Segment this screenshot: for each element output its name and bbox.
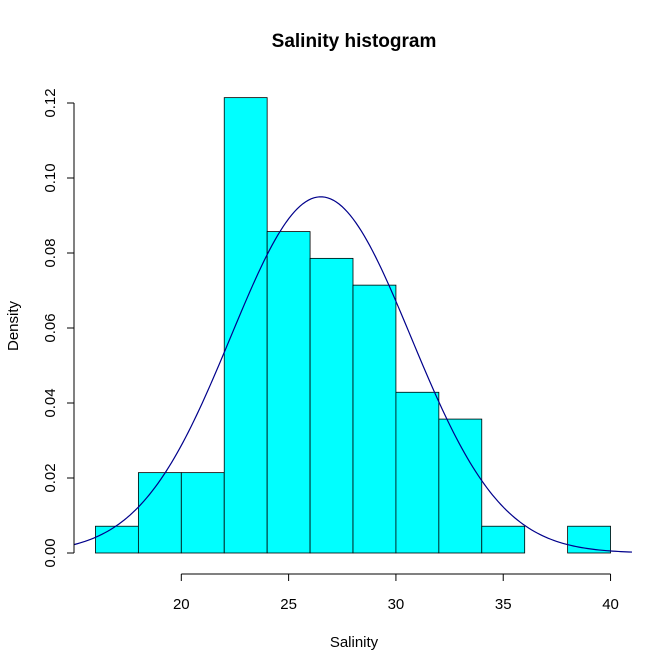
histogram-bar	[352, 284, 397, 554]
histogram-bar	[180, 472, 225, 554]
histogram-bar	[309, 257, 354, 554]
x-tick-label: 40	[602, 596, 619, 613]
histogram-bar	[395, 391, 440, 554]
x-axis-label: Salinity	[330, 634, 379, 651]
histogram-bar	[438, 418, 483, 554]
y-tick-label: 0.10	[42, 163, 59, 192]
y-tick-label: 0.04	[42, 388, 59, 417]
histogram-bar	[137, 472, 182, 554]
x-tick-label: 20	[173, 596, 190, 613]
histogram-bar	[266, 231, 311, 554]
y-tick-label: 0.06	[42, 313, 59, 342]
y-tick-label: 0.02	[42, 463, 59, 492]
y-axis-label: Density	[5, 300, 22, 351]
histogram-bars	[95, 97, 611, 554]
y-tick-label: 0.00	[42, 538, 59, 567]
x-tick-label: 30	[388, 596, 405, 613]
y-tick-label: 0.12	[42, 88, 59, 117]
y-axis: 0.00 0.02 0.04 0.06 0.08 0.10 0.12	[42, 88, 75, 568]
x-tick-label: 25	[280, 596, 297, 613]
y-tick-label: 0.08	[42, 238, 59, 267]
x-axis: 20 25 30 35 40	[173, 573, 619, 613]
histogram-bar	[95, 525, 139, 554]
histogram-bar	[481, 525, 526, 554]
histogram-bar	[223, 97, 268, 554]
chart-title: Salinity histogram	[272, 31, 437, 52]
x-tick-label: 35	[495, 596, 512, 613]
density-curve	[73, 196, 633, 553]
